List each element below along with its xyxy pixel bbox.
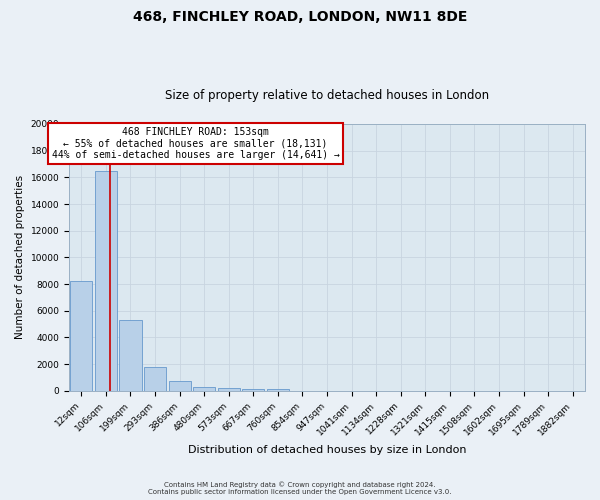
Bar [95, 170, 117, 391]
Bar [119, 320, 142, 391]
X-axis label: Distribution of detached houses by size in London: Distribution of detached houses by size … [188, 445, 466, 455]
Bar [242, 390, 265, 391]
Bar [267, 390, 289, 391]
Text: 468 FINCHLEY ROAD: 153sqm
← 55% of detached houses are smaller (18,131)
44% of s: 468 FINCHLEY ROAD: 153sqm ← 55% of detac… [52, 126, 340, 160]
Text: 468, FINCHLEY ROAD, LONDON, NW11 8DE: 468, FINCHLEY ROAD, LONDON, NW11 8DE [133, 10, 467, 24]
Bar [70, 282, 92, 391]
Bar [144, 367, 166, 391]
Text: Contains HM Land Registry data © Crown copyright and database right 2024.
Contai: Contains HM Land Registry data © Crown c… [148, 482, 452, 495]
Bar [169, 381, 191, 391]
Title: Size of property relative to detached houses in London: Size of property relative to detached ho… [165, 89, 489, 102]
Bar [193, 387, 215, 391]
Bar [218, 388, 240, 391]
Y-axis label: Number of detached properties: Number of detached properties [15, 176, 25, 340]
